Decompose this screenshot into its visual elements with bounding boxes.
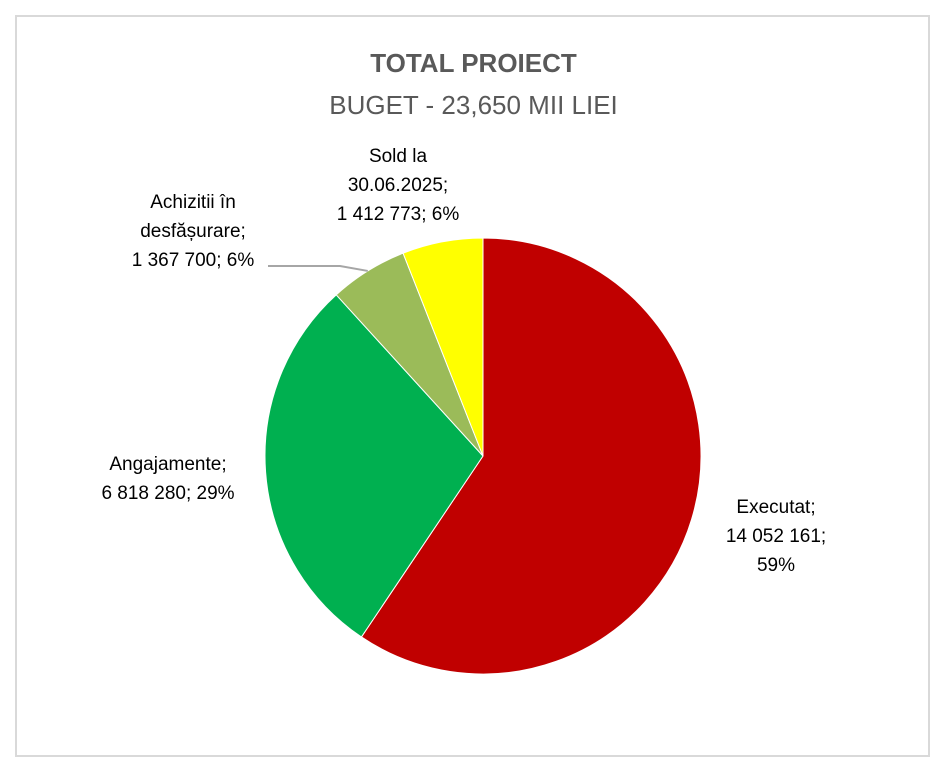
pie-slice-sold <box>402 237 484 457</box>
chart-subtitle: BUGET - 23,650 MII LIEI <box>329 90 618 120</box>
leader-line-achizitii <box>268 265 368 272</box>
pie-slice-executat <box>360 237 702 675</box>
data-label-executat: Executat; 14 052 161; 59% <box>725 497 827 576</box>
data-label-achizitii: Achizitii în desfășurare; 1 367 700; 6% <box>131 192 255 271</box>
pie-slice-angajamente <box>264 294 484 638</box>
chart-title: TOTAL PROIECT <box>370 48 577 78</box>
data-label-sold: Sold la 30.06.2025; 1 412 773; 6% <box>336 146 460 225</box>
data-label-angajamente: Angajamente; 6 818 280; 29% <box>101 454 235 504</box>
